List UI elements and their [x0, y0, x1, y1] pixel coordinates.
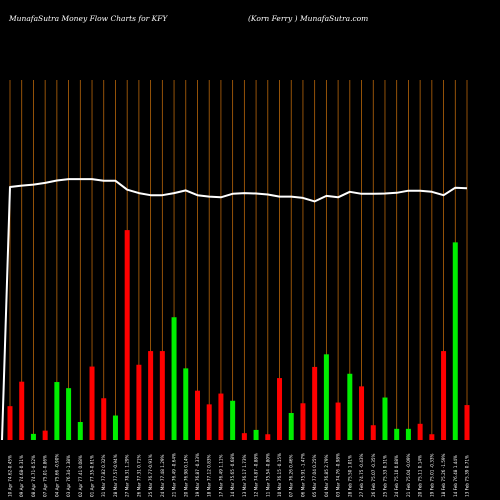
money-flow-bar — [335, 402, 341, 440]
money-flow-bar — [89, 366, 95, 440]
money-flow-bar — [265, 434, 271, 440]
money-flow-bar — [417, 423, 423, 440]
x-tick-label: 13 Feb 75.39 0.71% — [465, 455, 470, 497]
money-flow-bar — [370, 425, 376, 440]
x-tick-label: 19 Mar 76.87 -0.33% — [195, 453, 200, 497]
money-flow-bar — [452, 242, 458, 440]
money-flow-bar — [101, 398, 107, 440]
x-tick-label: 03 Mar 74.76 -0.98% — [336, 453, 341, 497]
money-flow-bar — [159, 351, 165, 440]
money-flow-bar — [441, 351, 447, 440]
money-flow-bar — [148, 351, 154, 440]
money-flow-bar — [323, 354, 329, 440]
money-flow-bar — [183, 368, 189, 440]
money-flow-bar — [394, 428, 400, 440]
money-flow-bar — [112, 415, 118, 440]
x-tick-label: 28 Feb 75.50 1.01% — [347, 455, 352, 497]
x-tick-label: 04 Apr 75.66 -0.90% — [54, 454, 59, 497]
x-tick-label: 09 Apr 74.68-0.31% — [19, 455, 24, 497]
x-tick-label: 05 Mar 77.04 0.25% — [312, 454, 317, 497]
money-flow-bar — [206, 404, 212, 440]
money-flow-bar — [347, 373, 353, 440]
money-flow-bar — [429, 434, 435, 440]
money-flow-bar — [42, 430, 48, 440]
money-flow-bar — [405, 428, 411, 440]
x-tick-label: 31 Mar 77.82 0.32% — [101, 454, 106, 497]
x-tick-label: 07 Mar 76.26 0.46% — [289, 454, 294, 497]
x-tick-label: 10 Mar 76.15 -0.15% — [277, 453, 282, 497]
x-tick-label: 03 Apr 76.34-1.38% — [66, 455, 71, 497]
money-flow-bar — [230, 400, 236, 440]
x-tick-label: 14 Mar 75.65 -0.68% — [230, 453, 235, 497]
x-tick-label: 10 Apr 74.62-0.45% — [8, 455, 13, 497]
money-flow-bar — [30, 433, 36, 440]
x-tick-label: 17 Mar 76.49 1.11% — [218, 454, 223, 497]
x-tick-label: 21 Mar 76.49 -0.64% — [172, 453, 177, 497]
money-flow-bar — [19, 381, 25, 440]
chart-header-left: MunafaSutra Money Flow Charts for KFY — [9, 14, 168, 23]
price-line — [1, 178, 468, 441]
x-tick-label: 14 Feb 76.48 1.44% — [453, 455, 458, 497]
money-flow-bar — [136, 364, 142, 440]
money-flow-bar — [124, 230, 130, 440]
x-tick-label: 11 Mar 75.54 -0.80% — [265, 453, 270, 497]
x-tick-label: 18 Mar 77.12 0.83% — [207, 454, 212, 497]
x-tick-label: 25 Feb 75.33 0.31% — [382, 455, 387, 497]
x-tick-label: 18 Feb 75.26 -1.59% — [441, 453, 446, 497]
money-flow-bar — [253, 429, 259, 440]
money-flow-bar — [194, 390, 200, 440]
x-tick-label: 20 Mar 76.98 0.14% — [183, 454, 188, 497]
x-tick-label: 26 Feb 75.07 -0.35% — [371, 453, 376, 497]
money-flow-bar — [359, 386, 365, 440]
money-flow-bar — [300, 403, 306, 440]
x-tick-label: 26 Mar 77.31 0.71% — [136, 454, 141, 497]
x-tick-label: 01 Apr 77.35-0.61% — [90, 455, 95, 497]
x-tick-label: 07 Apr 75.01-0.86% — [43, 455, 48, 497]
money-flow-bar — [241, 433, 247, 440]
money-flow-bar — [288, 413, 294, 440]
money-flow-bar — [77, 422, 83, 440]
money-flow-bar — [171, 317, 177, 440]
chart-header-right: (Korn Ferry ) MunafaSutra.com — [248, 14, 369, 23]
x-tick-label: 28 Mar 77.57-0.94% — [113, 454, 118, 497]
x-tick-label: 12 Mar 74.87 -0.88% — [254, 453, 259, 497]
x-tick-label: 13 Mar 76.17 1.73% — [242, 454, 247, 497]
x-tick-label: 08 Apr 74.71-0.52% — [31, 455, 36, 497]
x-tick-label: 02 Apr 77.41 0.08% — [78, 455, 83, 497]
money-flow-bar — [464, 405, 470, 440]
money-flow-bar — [382, 397, 388, 440]
money-flow-bar — [7, 406, 13, 440]
x-tick-label: 20 Feb 75.11 0.14% — [418, 455, 423, 497]
money-flow-bar — [218, 393, 224, 440]
money-flow-bar — [54, 382, 60, 440]
money-flow-bar — [66, 388, 72, 440]
x-tick-label: 24 Mar 77.48 1.29% — [160, 454, 165, 497]
money-flow-bar — [312, 366, 318, 440]
x-tick-label: 24 Feb 75.10 0.08% — [394, 455, 399, 497]
x-tick-label: 19 Feb 75.01 -0.33% — [429, 453, 434, 497]
x-tick-label: 27 Mar 78.31 1.29% — [125, 454, 130, 497]
x-tick-label: 25 Mar 76.77-0.91% — [148, 454, 153, 497]
x-tick-label: 21 Feb 75.04 -0.09% — [406, 453, 411, 497]
x-tick-label: 06 Mar 75.91 -1.47% — [300, 453, 305, 497]
money-flow-bar — [277, 378, 283, 440]
x-tick-label: 27 Feb 74.75 -0.43% — [359, 453, 364, 497]
x-tick-label: 04 Mar 76.85 2.79% — [324, 454, 329, 497]
